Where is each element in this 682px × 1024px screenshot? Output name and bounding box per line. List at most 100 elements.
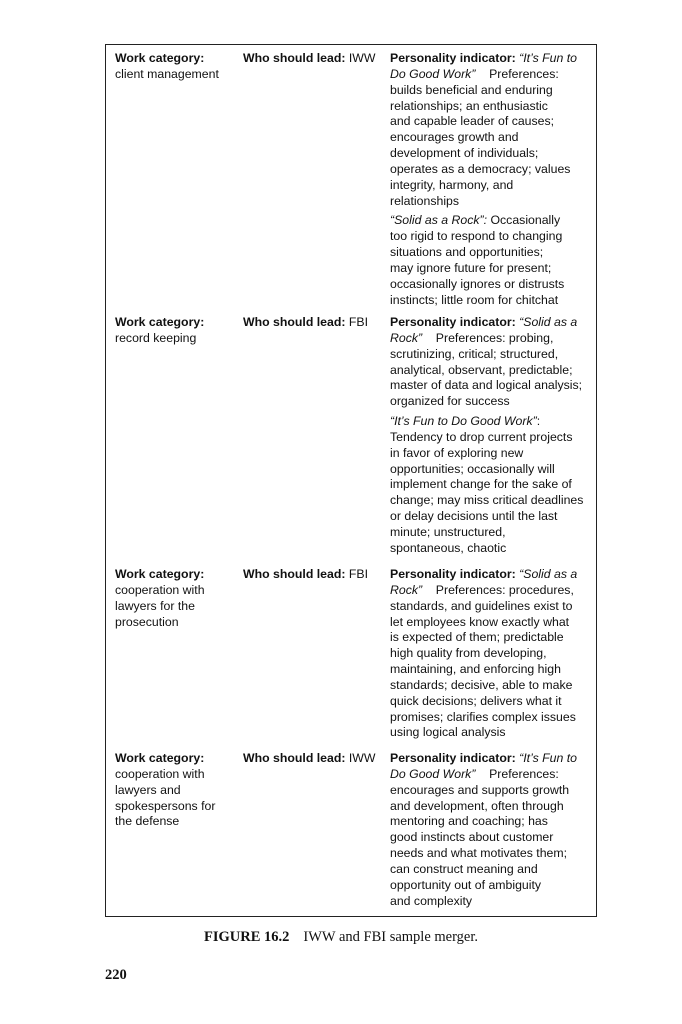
text-line: development of individuals; [390, 146, 595, 162]
text-line: or delay decisions until the last [390, 509, 595, 525]
text-line: Rock” Preferences: procedures, [390, 583, 595, 599]
personality-cell: Personality indicator: “Solid as a Rock” … [390, 315, 595, 557]
page-number: 220 [105, 967, 127, 983]
work-category-value: lawyers for the [115, 598, 195, 613]
lead-value: FBI [348, 315, 369, 329]
body-text: promises; clarifies complex issues [390, 709, 576, 724]
lead-label: Who should lead: [243, 315, 346, 329]
body-text: and capable leader of causes; [390, 114, 555, 129]
italic-text: Do Good Work” [390, 766, 476, 781]
text-line: maintaining, and enforcing high [390, 662, 595, 678]
work-category-value: cooperation with [115, 766, 205, 781]
personality-cell: Personality indicator: “Solid as a Rock” … [390, 567, 595, 741]
work-category-value: the defense [115, 814, 180, 829]
body-text: in favor of exploring new [390, 445, 524, 460]
body-text: and complexity [390, 893, 473, 908]
text-line: opportunities; occasionally will [390, 462, 595, 478]
personality-paragraph: “Solid as a Rock”: Occasionally too rigid… [390, 213, 595, 308]
italic-text: Do Good Work” [390, 66, 476, 81]
body-text: change; may miss critical deadlines [390, 493, 584, 508]
text-line: using logical analysis [390, 725, 595, 741]
body-text: development of individuals; [390, 146, 539, 161]
text-line: operates as a democracy; values [390, 162, 595, 178]
body-text: occasionally ignores or distrusts [390, 276, 565, 291]
text-line: Personality indicator: “It’s Fun to [390, 51, 595, 67]
work-category-value: spokespersons for [115, 798, 216, 813]
body-text: good instincts about customer [390, 830, 554, 845]
body-text: Preferences: [475, 766, 559, 781]
work-category-value: client management [115, 66, 219, 81]
text-line: spontaneous, chaotic [390, 541, 595, 557]
bold-text: Personality indicator: [390, 51, 520, 65]
body-text: Occasionally [487, 213, 561, 228]
italic-text: “Solid as a [519, 315, 578, 329]
personality-paragraph: Personality indicator: “Solid as a Rock” … [390, 315, 595, 410]
text-line: too rigid to respond to changing [390, 229, 595, 245]
bold-text: Personality indicator: [390, 315, 520, 329]
text-line: let employees know exactly what [390, 615, 595, 631]
italic-text: Rock” [390, 582, 423, 597]
text-line: organized for success [390, 394, 595, 410]
text-line: Personality indicator: “Solid as a [390, 315, 595, 331]
text-line: quick decisions; delivers what it [390, 694, 595, 710]
text-line: promises; clarifies complex issues [390, 710, 595, 726]
work-category-label: Work category: [115, 315, 205, 329]
work-category-value: prosecution [115, 614, 179, 629]
figure-title: IWW and FBI sample merger. [303, 929, 479, 945]
body-text: opportunity out of ambiguity [390, 877, 542, 892]
body-text: or delay decisions until the last [390, 509, 558, 524]
body-text: builds beneficial and enduring [390, 82, 553, 97]
work-category-value: cooperation with [115, 582, 205, 597]
personality-paragraph: “It’s Fun to Do Good Work”: Tendency to d… [390, 414, 595, 557]
personality-cell: Personality indicator: “It’s Fun to Do Go… [390, 51, 595, 309]
text-line: opportunity out of ambiguity [390, 878, 595, 894]
body-text: can construct meaning and [390, 861, 538, 876]
body-text: Tendency to drop current projects [390, 429, 573, 444]
text-line: encourages and supports growth [390, 783, 595, 799]
text-line: relationships [390, 194, 595, 210]
text-line: situations and opportunities; [390, 245, 595, 261]
lead-cell: Who should lead: FBI [243, 567, 383, 583]
body-text: minute; unstructured, [390, 524, 506, 539]
text-line: occasionally ignores or distrusts [390, 277, 595, 293]
text-line: and capable leader of causes; [390, 114, 595, 130]
figure-caption: FIGURE 16.2 IWW and FBI sample merger. [0, 929, 682, 946]
lead-value: IWW [348, 51, 376, 65]
text-line: Do Good Work” Preferences: [390, 67, 595, 83]
text-line: in favor of exploring new [390, 446, 595, 462]
text-line: good instincts about customer [390, 830, 595, 846]
text-line: Personality indicator: “Solid as a [390, 567, 595, 583]
text-line: “Solid as a Rock”: Occasionally [390, 213, 595, 229]
bold-text: Personality indicator: [390, 567, 520, 581]
text-line: Rock” Preferences: probing, [390, 331, 595, 347]
text-line: encourages growth and [390, 130, 595, 146]
text-line: “It’s Fun to Do Good Work”: [390, 414, 595, 430]
merger-table: Work category: client management Who shoul… [105, 44, 597, 917]
text-line: instincts; little room for chitchat [390, 293, 595, 309]
text-line: may ignore future for present; [390, 261, 595, 277]
lead-value: IWW [348, 751, 376, 765]
body-text: high quality from developing, [390, 646, 547, 661]
body-text: implement change for the sake of [390, 477, 572, 492]
body-text: opportunities; occasionally will [390, 461, 555, 476]
personality-paragraph: Personality indicator: “Solid as a Rock” … [390, 567, 595, 741]
text-line: standards; decisive, able to make [390, 678, 595, 694]
body-text: is expected of them; predictable [390, 630, 564, 645]
body-text: using logical analysis [390, 725, 506, 740]
body-text: encourages and supports growth [390, 782, 570, 797]
body-text: : [536, 414, 541, 429]
body-text: too rigid to respond to changing [390, 229, 563, 244]
figure-number: FIGURE 16.2 [203, 929, 290, 945]
body-text: relationships [390, 193, 460, 208]
text-line: master of data and logical analysis; [390, 378, 595, 394]
work-category-value: lawyers and [115, 782, 181, 797]
body-text: maintaining, and enforcing high [390, 662, 561, 677]
lead-label: Who should lead: [243, 51, 346, 65]
text-line: builds beneficial and enduring [390, 83, 595, 99]
lead-label: Who should lead: [243, 567, 346, 581]
text-line: Do Good Work” Preferences: [390, 767, 595, 783]
work-category-cell: Work category: cooperation with lawyers fo… [115, 567, 240, 630]
body-text: quick decisions; delivers what it [390, 693, 562, 708]
text-line: change; may miss critical deadlines [390, 493, 595, 509]
